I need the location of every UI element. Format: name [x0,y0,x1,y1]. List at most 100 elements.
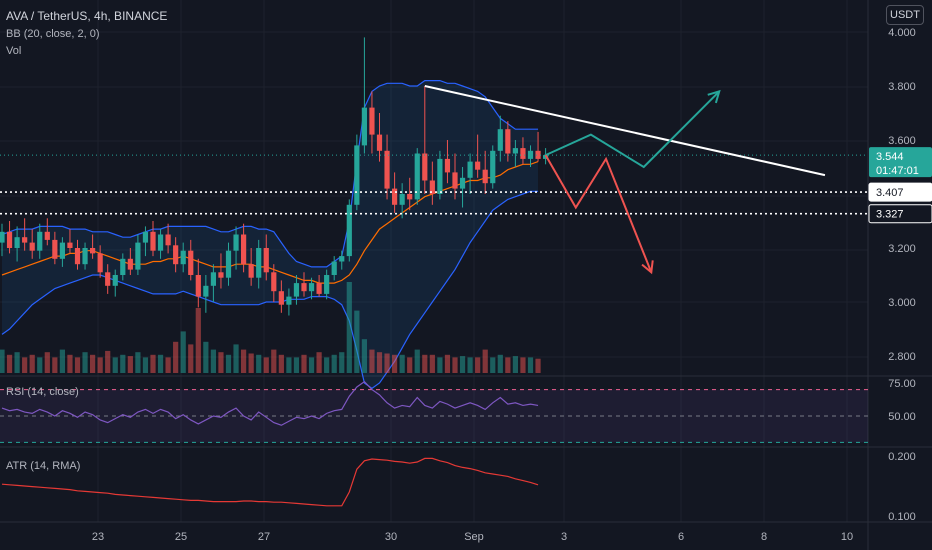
volume-bar [180,331,186,373]
candle-body [67,242,73,248]
atr-line [1,457,539,507]
bb-legend[interactable]: BB (20, close, 2, 0) [6,28,100,40]
atr-legend[interactable]: ATR (14, RMA) [6,460,81,472]
currency-button[interactable]: USDT [886,5,924,25]
volume-bar [233,344,239,373]
candle-body [14,237,20,248]
volume-bar [354,310,360,373]
candle-body [180,250,186,265]
rsi-legend[interactable]: RSI (14, close) [6,386,79,398]
volume-bar [218,352,224,373]
volume-bar [459,356,466,373]
volume-bar [444,354,451,373]
volume-bar [376,352,383,373]
candle-body [195,275,201,297]
volume-bar [301,354,307,373]
volume-bar [392,354,398,373]
volume-bar [286,357,292,373]
candle-body [6,231,13,248]
candle-body [376,134,383,151]
candle-body [241,234,247,265]
symbol-legend[interactable]: AVA / TetherUS, 4h, BINANCE [6,9,168,23]
rsi-tick-label: 75.00 [888,378,916,390]
candle-body [271,272,277,292]
axes: 4.000 3.800 3.600 3.200 3.000 2.800 75.00 50.00… [92,27,916,543]
atr-tick-label: 0.100 [888,511,916,523]
atr-pane [1,457,539,507]
candle-body [444,158,451,173]
candle-body [127,258,133,270]
candle-body [233,234,239,251]
candle-body [324,275,330,294]
volume-bar [452,357,458,373]
candle-body [361,107,367,146]
volume-bar [135,352,141,373]
volume-bar [331,354,337,373]
candle-body [482,169,488,184]
atr-tick-label: 0.200 [888,451,916,463]
candle-body [301,283,307,292]
volume-bar [263,357,269,373]
candle-body [225,250,232,278]
candle-body [112,275,118,286]
candles [0,37,549,316]
volume-bar [482,349,488,373]
price-tick-label: 3.800 [888,81,916,93]
vol-legend[interactable]: Vol [6,45,22,57]
candle-body [384,150,390,189]
volume-bar [278,354,284,373]
volume-bar [97,357,103,373]
volume-bar [437,357,443,373]
price-tick-label: 2.800 [888,351,916,363]
volume-bar [527,357,534,373]
volume-bar [22,357,28,373]
candle-body [490,150,496,184]
last-price-tag [869,147,932,178]
time-tick-label: 8 [761,531,767,543]
last-price-tag-text: 3.544 [876,151,904,163]
candle-body [165,234,171,246]
volume-bar [74,357,81,373]
volume-bar [52,357,58,373]
candle-body [203,285,209,297]
candle-body [90,248,96,254]
volume-bars [0,282,541,373]
volume-bar [520,357,526,373]
candle-body [263,248,269,273]
volume-bar [67,354,73,373]
candle-body [354,145,360,205]
candle-body [475,161,481,170]
candle-body [120,258,126,275]
candle-body [105,272,111,286]
last-price-tag-text: 01:47:01 [876,165,919,177]
candle-body [512,148,518,154]
volume-bar [112,357,118,373]
volume-bar [59,349,65,373]
candle-body [331,261,337,275]
candle-body [520,148,526,159]
volume-bar [535,358,541,373]
volume-bar [188,344,194,373]
candle-body [286,296,292,305]
candle-body [399,194,405,205]
rsi-line [1,380,539,426]
bb-upper-line [1,79,539,268]
volume-bar [203,341,209,373]
candle-body [414,153,420,200]
candle-body [188,250,194,275]
candle-body [74,248,81,265]
volume-bar [82,352,88,373]
volume-bar [407,357,413,373]
candle-body [422,153,428,181]
volume-bar [369,349,375,373]
candle-body [173,245,179,265]
volume-bar [150,354,156,373]
candle-body [135,242,141,270]
candle-body [467,161,473,178]
volume-bar [256,354,262,373]
volume-bar [399,354,405,373]
rsi-pane [0,380,868,443]
candle-body [429,180,435,194]
candle-body [218,272,224,278]
